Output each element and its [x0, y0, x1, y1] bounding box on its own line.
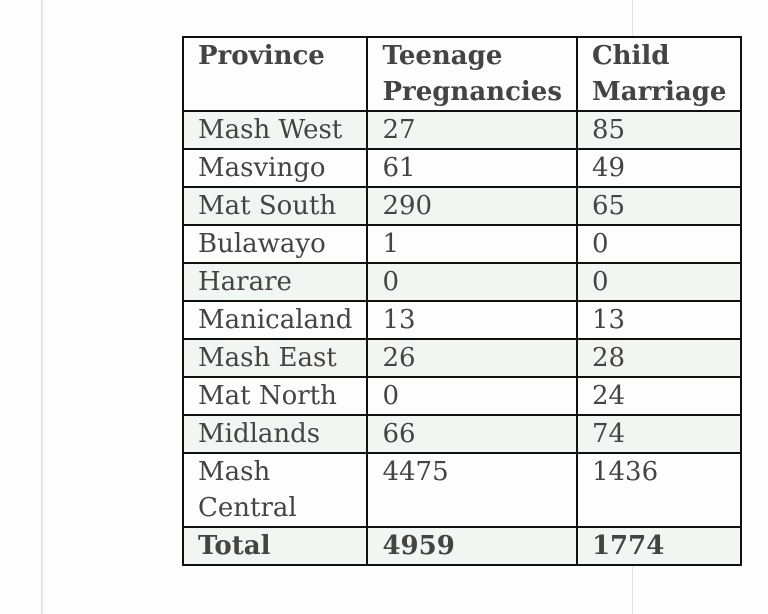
table-total-row: Total 4959 1774: [181, 526, 743, 566]
child-marriage-cell: 24: [575, 376, 743, 416]
table-row: Harare 0 0: [181, 262, 743, 302]
teenage-pregnancies-cell: 61: [366, 148, 578, 188]
province-cell: Mash Central: [181, 452, 369, 528]
header-child-marriage: Child Marriage: [575, 36, 743, 112]
province-cell: Manicaland: [181, 300, 369, 340]
total-teenage-pregnancies: 4959: [366, 526, 578, 566]
teenage-pregnancies-cell: 26: [366, 338, 578, 378]
header-province: Province: [181, 36, 369, 112]
child-marriage-cell: 74: [575, 414, 743, 454]
table-row: Midlands 66 74: [181, 414, 743, 454]
province-cell: Bulawayo: [181, 224, 369, 264]
child-marriage-cell: 65: [575, 186, 743, 226]
table-row: Mash West 27 85: [181, 110, 743, 150]
teenage-pregnancies-cell: 1: [366, 224, 578, 264]
province-cell: Harare: [181, 262, 369, 302]
table-row: Mash Central 4475 1436: [181, 452, 743, 528]
province-statistics-table: Province Teenage Pregnancies Child Marri…: [181, 36, 743, 566]
table-row: Bulawayo 1 0: [181, 224, 743, 264]
child-marriage-cell: 0: [575, 262, 743, 302]
province-cell: Mat North: [181, 376, 369, 416]
child-marriage-cell: 0: [575, 224, 743, 264]
table-row: Mat North 0 24: [181, 376, 743, 416]
province-cell: Mash East: [181, 338, 369, 378]
province-cell: Mash West: [181, 110, 369, 150]
province-cell: Masvingo: [181, 148, 369, 188]
child-marriage-cell: 49: [575, 148, 743, 188]
teenage-pregnancies-cell: 290: [366, 186, 578, 226]
total-child-marriage: 1774: [575, 526, 743, 566]
child-marriage-cell: 28: [575, 338, 743, 378]
table-row: Mat South 290 65: [181, 186, 743, 226]
teenage-pregnancies-cell: 4475: [366, 452, 578, 528]
table-row: Masvingo 61 49: [181, 148, 743, 188]
province-cell: Midlands: [181, 414, 369, 454]
total-label: Total: [181, 526, 369, 566]
teenage-pregnancies-cell: 0: [366, 262, 578, 302]
teenage-pregnancies-cell: 27: [366, 110, 578, 150]
table-row: Mash East 26 28: [181, 338, 743, 378]
table-row: Manicaland 13 13: [181, 300, 743, 340]
teenage-pregnancies-cell: 0: [366, 376, 578, 416]
header-teenage-pregnancies: Teenage Pregnancies: [366, 36, 578, 112]
teenage-pregnancies-cell: 13: [366, 300, 578, 340]
child-marriage-cell: 85: [575, 110, 743, 150]
table-header-row: Province Teenage Pregnancies Child Marri…: [181, 36, 743, 112]
teenage-pregnancies-cell: 66: [366, 414, 578, 454]
page-margin-guide-left: [41, 0, 43, 614]
child-marriage-cell: 13: [575, 300, 743, 340]
child-marriage-cell: 1436: [575, 452, 743, 528]
province-cell: Mat South: [181, 186, 369, 226]
